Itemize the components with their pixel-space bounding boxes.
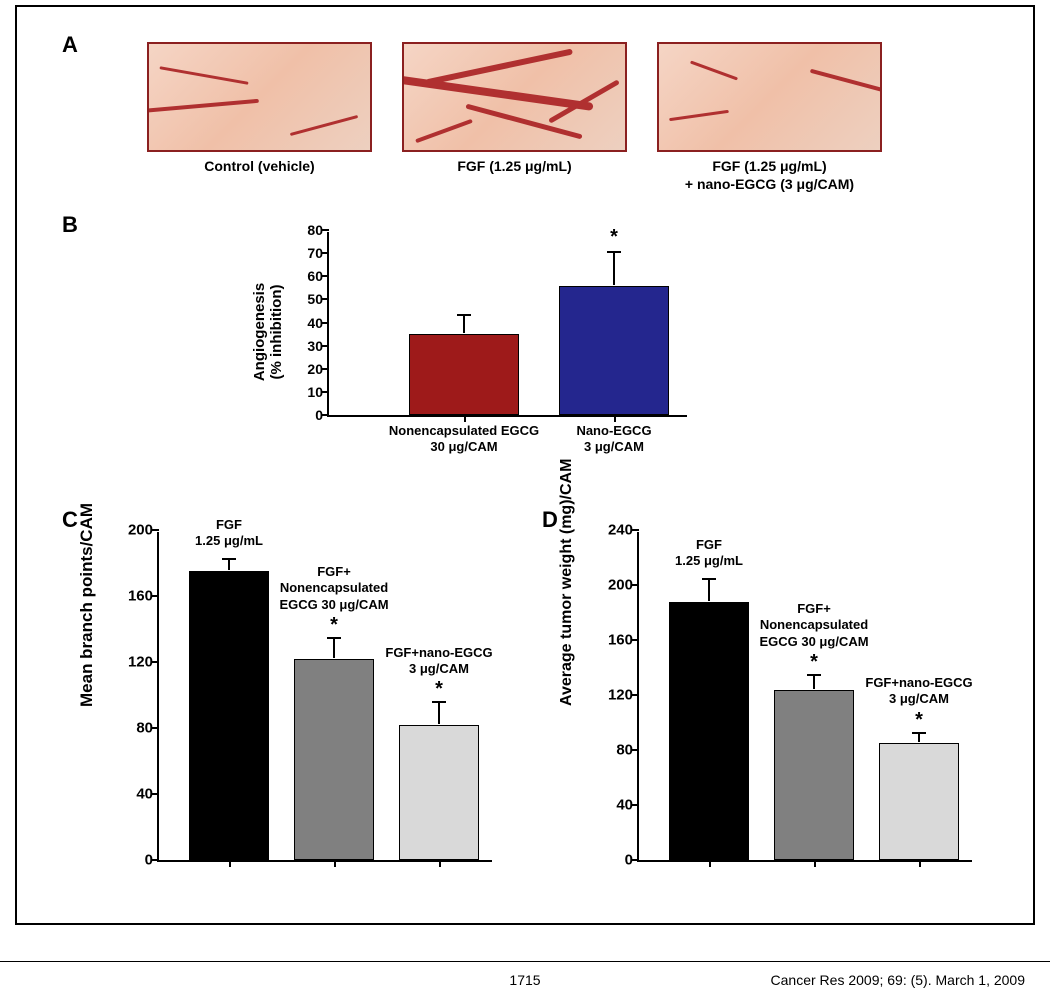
chart-c-plot: 04080120160200FGF1.25 μg/mLFGF+Nonencaps… (157, 532, 492, 862)
chart-c-ytick: 120 (128, 654, 159, 671)
chart-b-ytick: 80 (307, 222, 329, 238)
cam-image-control (147, 42, 372, 152)
chart-d-ytick: 240 (608, 522, 639, 539)
footer: 1715 Cancer Res 2009; 69: (5). March 1, … (0, 961, 1050, 988)
cam-image-fgf (402, 42, 627, 152)
chart-d-ytick: 0 (625, 852, 639, 869)
chart-c-annot-0: FGF1.25 μg/mL (195, 517, 263, 550)
chart-b-ytick: 30 (307, 338, 329, 354)
cam-label-fgf: FGF (1.25 μg/mL) (402, 157, 627, 193)
chart-d-bar-1 (774, 690, 854, 861)
chart-c-star: * (330, 614, 338, 637)
chart-c-ytick: 0 (145, 852, 159, 869)
chart-b-plot: 01020304050607080Nonencapsulated EGCG30 … (327, 232, 687, 417)
chart-c-ylabel: Mean branch points/CAM (77, 687, 97, 707)
chart-c-annot-2: FGF+nano-EGCG3 μg/CAM (385, 645, 492, 678)
chart-c-annot-1: FGF+NonencapsulatedEGCG 30 μg/CAM (279, 564, 388, 613)
panel-label-c: C (62, 507, 78, 533)
chart-d-ytick: 200 (608, 577, 639, 594)
chart-b-xlabel-1: Nano-EGCG3 μg/CAM (524, 415, 704, 456)
chart-d-bar-2 (879, 743, 959, 860)
chart-b-bar-0 (409, 334, 519, 415)
chart-d-ytick: 120 (608, 687, 639, 704)
chart-b-ytick: 50 (307, 291, 329, 307)
chart-d-ytick: 160 (608, 632, 639, 649)
chart-c-ytick: 40 (136, 786, 159, 803)
chart-d-ytick: 80 (616, 742, 639, 759)
chart-c: 0 40 80 120 160 200 FGF1.25 μg/mL FGF+Nonencaps… (92, 517, 532, 907)
panel-label-d: D (542, 507, 558, 533)
chart-b-ylabel: Angiogenesis(% inhibition) (251, 282, 285, 380)
chart-c-ytick: 200 (128, 522, 159, 539)
chart-c-bar-2 (399, 725, 479, 860)
chart-b-ytick: 60 (307, 268, 329, 284)
chart-d-annot-1: FGF+NonencapsulatedEGCG 30 μg/CAM (759, 601, 868, 650)
panel-a-image-row (147, 42, 882, 152)
chart-b-ytick: 0 (315, 407, 329, 423)
chart-d: 0 40 80 120 160 200 240 FGF1.25 μg/mL FGF+Nonenc… (572, 517, 1012, 907)
footer-page: 1715 (509, 972, 540, 988)
chart-d-star: * (915, 709, 923, 732)
cam-label-combo-l1: FGF (1.25 μg/mL) (712, 158, 826, 174)
chart-b: 01020304050607080Nonencapsulated EGCG30 … (247, 222, 767, 462)
chart-b-star: * (610, 226, 618, 249)
chart-c-bar-1 (294, 659, 374, 860)
cam-label-combo-l2: + nano-EGCG (3 μg/CAM) (685, 176, 854, 192)
chart-b-ytick: 10 (307, 384, 329, 400)
chart-d-star: * (810, 651, 818, 674)
chart-c-star: * (435, 678, 443, 701)
chart-d-bar-0 (669, 602, 749, 861)
chart-b-bar-1 (559, 286, 669, 416)
cam-image-combo (657, 42, 882, 152)
figure-border: A Control (vehicle) FGF (1.25 μg/mL) FGF… (15, 5, 1035, 925)
cam-label-combo: FGF (1.25 μg/mL) + nano-EGCG (3 μg/CAM) (657, 157, 882, 193)
chart-d-annot-2: FGF+nano-EGCG3 μg/CAM (865, 675, 972, 708)
panel-label-a: A (62, 32, 78, 58)
chart-b-ytick: 40 (307, 315, 329, 331)
chart-d-ytick: 40 (616, 797, 639, 814)
footer-cite: Cancer Res 2009; 69: (5). March 1, 2009 (750, 972, 1050, 988)
chart-d-plot: 04080120160200240FGF1.25 μg/mLFGF+Nonenc… (637, 532, 972, 862)
chart-b-ytick: 70 (307, 245, 329, 261)
panel-label-b: B (62, 212, 78, 238)
chart-b-ytick: 20 (307, 361, 329, 377)
chart-c-ytick: 160 (128, 588, 159, 605)
chart-d-ylabel: Average tumor weight (mg)/CAM (558, 686, 576, 706)
panel-a-labels: Control (vehicle) FGF (1.25 μg/mL) FGF (… (147, 157, 882, 193)
chart-c-ytick: 80 (136, 720, 159, 737)
cam-label-control: Control (vehicle) (147, 157, 372, 193)
chart-d-annot-0: FGF1.25 μg/mL (675, 537, 743, 570)
chart-c-bar-0 (189, 571, 269, 860)
